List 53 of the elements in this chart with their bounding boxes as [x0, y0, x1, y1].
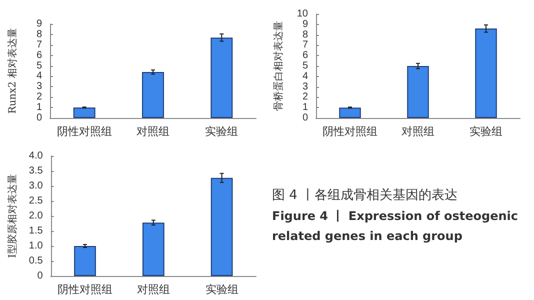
y-tick-label: 0 [302, 112, 308, 124]
y-tick-label: 1 [36, 102, 42, 114]
bar [210, 178, 233, 276]
x-tick-label: 阴性对照组 [322, 125, 378, 138]
x-tick-label: 对照组 [136, 283, 170, 296]
y-tick-label: 8 [36, 28, 42, 40]
bar [142, 72, 164, 118]
y-tick-label: 3 [36, 81, 42, 92]
caption: Figure 4 丨 Expression of osteogenic related genes in each group [272, 208, 519, 245]
y-tick-label: 7 [302, 40, 308, 51]
y-tick-label: 1 [302, 102, 308, 114]
y-tick-label: 5 [36, 60, 42, 72]
y-tick-label: 0 [37, 270, 44, 282]
y-tick-label: 1.5 [28, 226, 44, 236]
y-tick-label: 10 [296, 8, 308, 20]
caption: 图 4 丨各组成骨相关基因的表达 [272, 187, 459, 205]
x-tick-label: 阴性对照组 [56, 125, 112, 138]
y-tick-label: 2 [302, 92, 308, 103]
y-tick-label: 1.0 [28, 240, 44, 252]
y-tick-label: 4 [36, 70, 42, 82]
y-axis-title: 骨桥蛋白相对表达量 [272, 21, 284, 111]
y-tick-label: 6 [36, 50, 42, 61]
y-axis-title: Ⅰ型胶原相对表达量 [6, 174, 18, 258]
y-tick-label: 8 [302, 29, 308, 40]
y-tick-label: 7 [36, 39, 42, 50]
y-tick-label: 4 [302, 70, 308, 82]
y-tick-label: 2.5 [28, 196, 44, 206]
x-tick-label: 实验组 [205, 125, 238, 138]
y-tick-label: 4.0 [28, 150, 44, 162]
y-tick-label: 2.0 [28, 210, 44, 222]
bar [407, 66, 429, 118]
y-tick-label: 5 [302, 60, 308, 72]
y-axis-title: Runx2 相对表达量 [6, 28, 18, 114]
y-tick-label: 2 [36, 92, 42, 103]
bar [210, 38, 233, 118]
x-tick-label: 实验组 [205, 283, 238, 296]
y-tick-label: 9 [36, 18, 42, 30]
x-tick-label: 实验组 [470, 125, 502, 138]
bar [73, 108, 96, 118]
y-tick-label: 0.5 [28, 256, 44, 266]
x-tick-label: 对照组 [402, 125, 434, 138]
x-tick-label: 阴性对照组 [58, 283, 112, 296]
y-tick-label: 6 [302, 50, 308, 62]
bar [74, 246, 96, 276]
y-tick-label: 3.0 [28, 180, 44, 192]
bar [142, 222, 164, 276]
y-tick-label: 0 [36, 112, 42, 124]
y-tick-label: 9 [302, 18, 308, 30]
bar [339, 108, 361, 118]
y-tick-label: 3.5 [28, 166, 44, 176]
x-tick-label: 对照组 [136, 125, 170, 138]
y-tick-label: 3 [302, 81, 308, 92]
bar [475, 28, 497, 118]
